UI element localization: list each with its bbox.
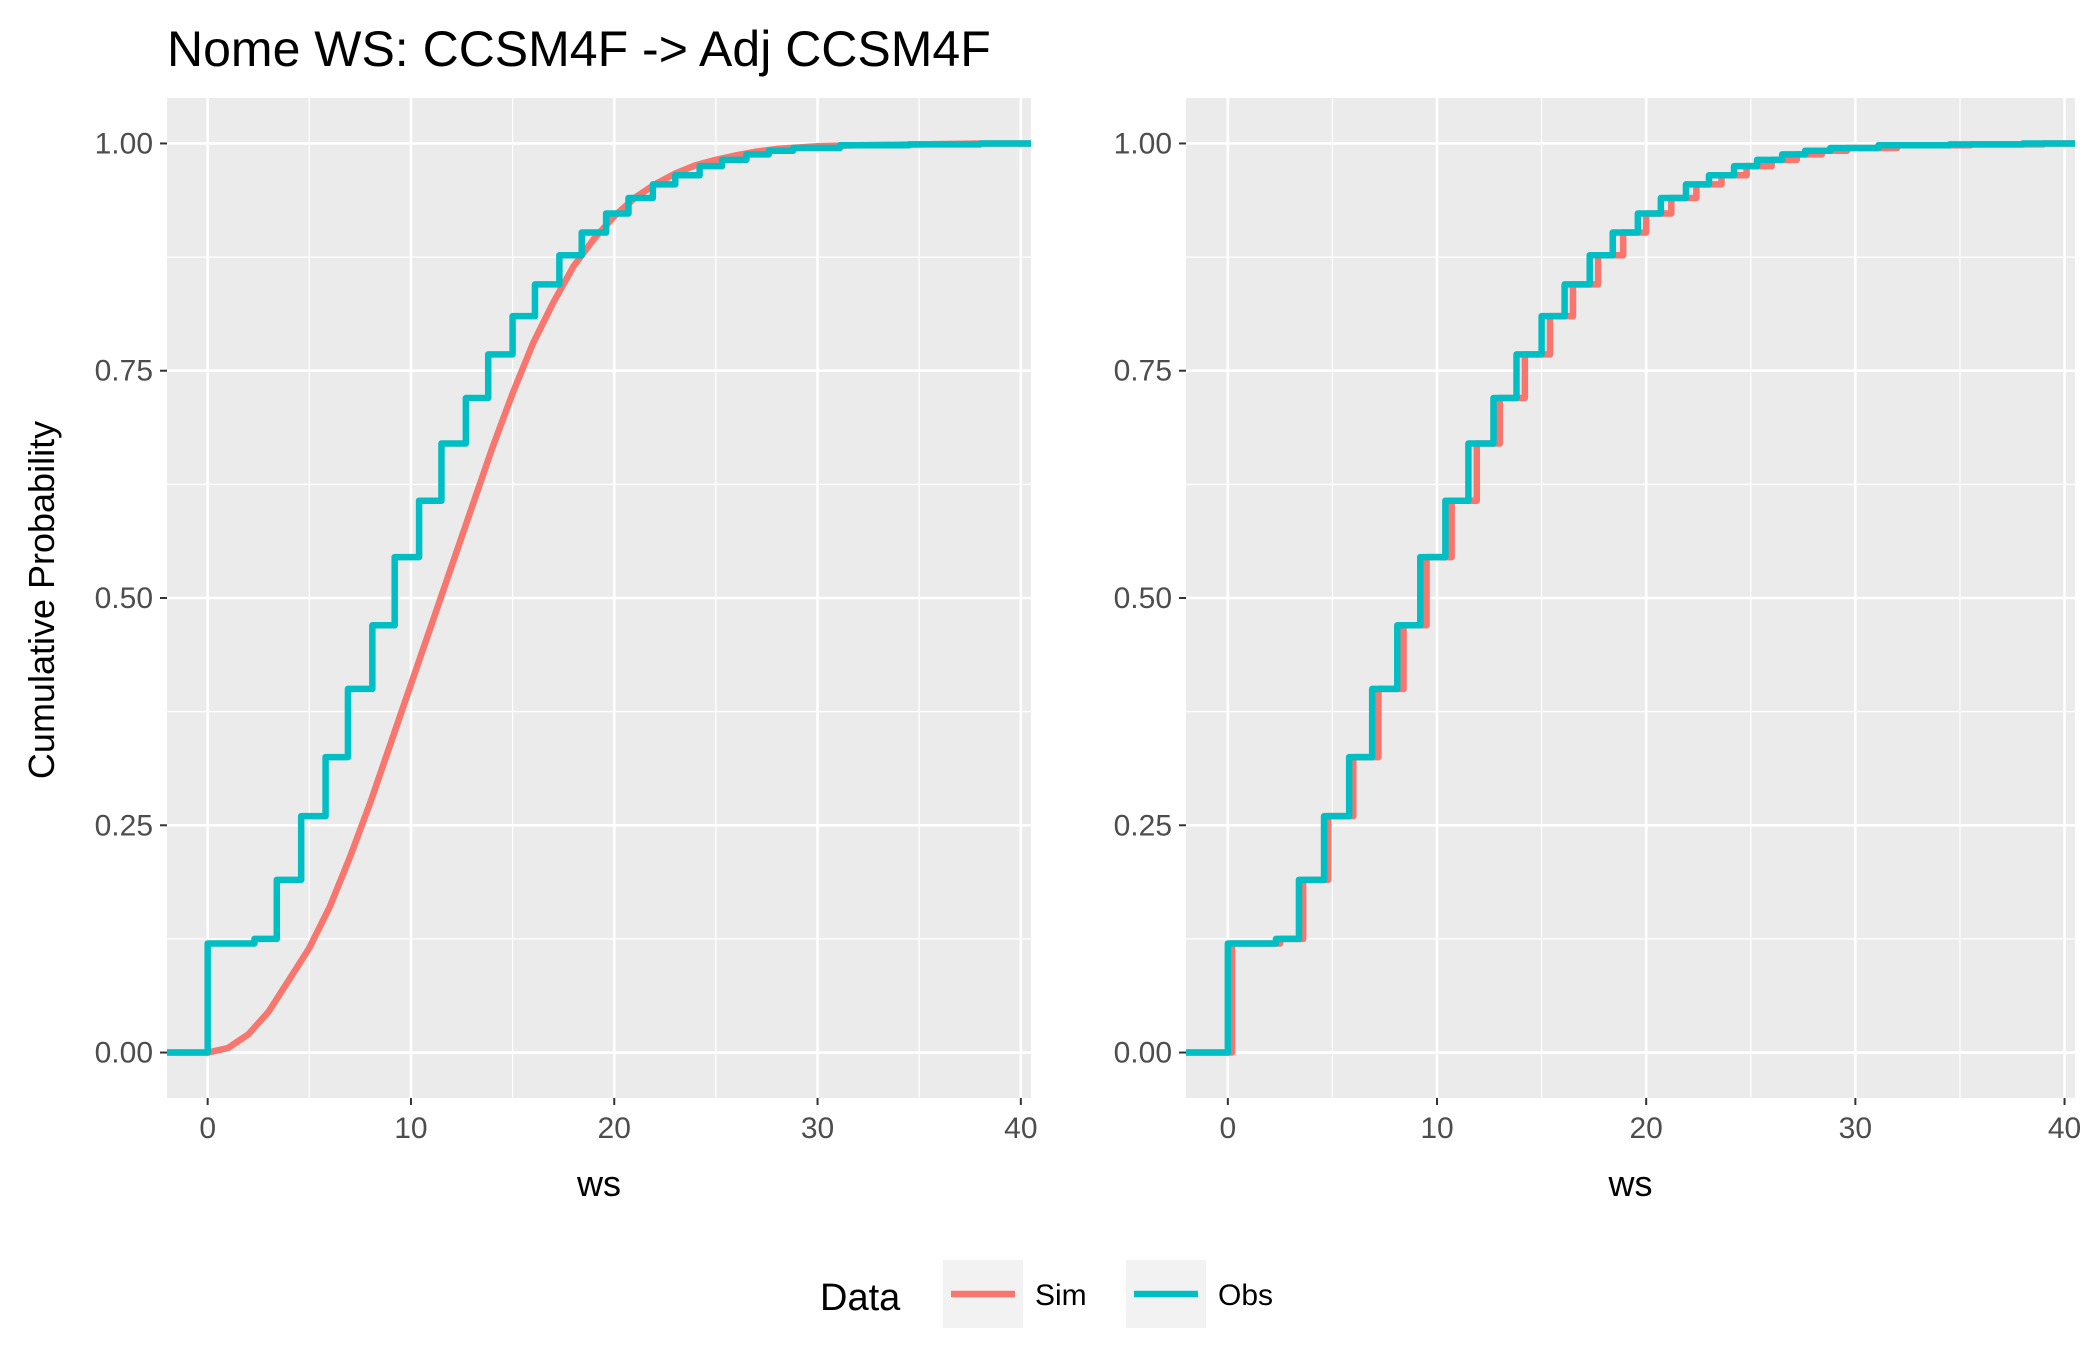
y-tick-label: 0.00	[1114, 1037, 1172, 1070]
legend-title: Data	[820, 1277, 901, 1319]
series-line-obs	[1186, 140, 2075, 1056]
y-tick-label: 0.50	[1114, 582, 1172, 615]
y-tick-label: 0.75	[1114, 355, 1172, 388]
right-panel: 0 10 20 30 40 0.00 0.25 0.50 0.75 1.00 ws	[1114, 98, 2081, 1204]
chart-title: Nome WS: CCSM4F -> Adj CCSM4F	[167, 21, 991, 77]
y-tick-label: 0.50	[95, 582, 153, 615]
y-axis-title: Cumulative Probability	[21, 421, 62, 779]
x-tick-label: 20	[1630, 1112, 1663, 1145]
y-tick-label: 0.75	[95, 355, 153, 388]
x-axis-title: ws	[576, 1163, 621, 1204]
legend-label-sim: Sim	[1035, 1279, 1087, 1312]
x-tick-label: 40	[2048, 1112, 2081, 1145]
left-panel: 0 10 20 30 40 0.00 0.25 0.50 0.75 1.00 ws	[95, 98, 1038, 1204]
x-tick-label: 40	[1004, 1112, 1037, 1145]
x-tick-label: 10	[1420, 1112, 1453, 1145]
x-tick-label: 30	[801, 1112, 834, 1145]
y-tick-label: 1.00	[95, 127, 153, 160]
legend-label-obs: Obs	[1218, 1279, 1273, 1312]
y-tick-label: 1.00	[1114, 127, 1172, 160]
series-line-obs	[167, 140, 1031, 1056]
x-tick-label: 0	[199, 1112, 216, 1145]
series-line-sim	[167, 140, 1031, 1056]
x-tick-label: 10	[394, 1112, 427, 1145]
x-tick-label: 20	[598, 1112, 631, 1145]
legend: Data Sim Obs	[820, 1260, 1273, 1328]
y-tick-label: 0.25	[95, 809, 153, 842]
x-tick-label: 0	[1219, 1112, 1236, 1145]
y-tick-label: 0.00	[95, 1037, 153, 1070]
x-tick-label: 30	[1839, 1112, 1872, 1145]
y-tick-label: 0.25	[1114, 809, 1172, 842]
x-axis-title: ws	[1608, 1163, 1653, 1204]
